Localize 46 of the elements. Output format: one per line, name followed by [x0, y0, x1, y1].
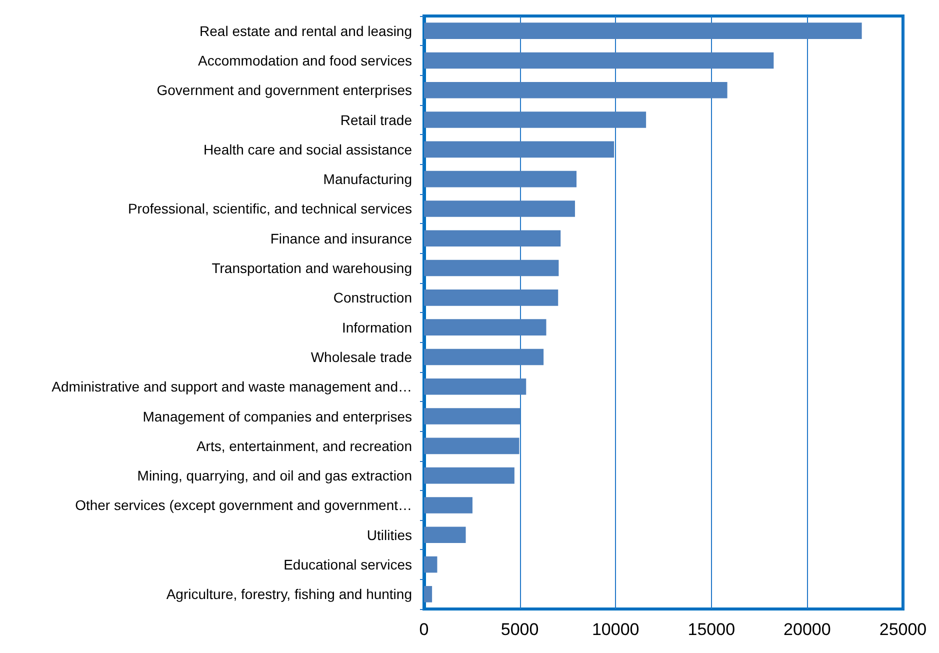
bar	[424, 290, 558, 306]
y-tick-label: Retail trade	[340, 112, 412, 128]
y-tick-label: Agriculture, forestry, fishing and hunting	[166, 586, 412, 602]
y-tick-label: Information	[342, 319, 412, 336]
bar	[424, 438, 520, 454]
y-tick-label: Health care and social assistance	[203, 141, 412, 158]
bar	[424, 170, 577, 188]
y-tick-label: Professional, scientific, and technical services	[128, 200, 412, 217]
y-tick-label: Arts, entertainment, and recreation	[196, 438, 412, 454]
bar	[424, 497, 472, 514]
y-tick-label: Wholesale trade	[310, 348, 412, 365]
bar	[424, 112, 646, 128]
bar	[424, 348, 544, 366]
y-tick-label: Manufacturing	[323, 171, 412, 188]
y-tick-label: Educational services	[284, 556, 412, 573]
bar	[424, 467, 514, 484]
x-tick-label: 20000	[784, 620, 831, 639]
x-tick-label: 5000	[500, 620, 539, 639]
bar	[424, 319, 546, 336]
y-tick-label: Utilities	[366, 526, 412, 543]
bar	[424, 556, 438, 573]
bar	[424, 526, 466, 544]
y-tick-label: Mining, quarrying, and oil and gas extraction	[137, 468, 412, 484]
bar	[424, 378, 526, 395]
bar	[424, 52, 774, 69]
y-tick-label: Accommodation and food services	[198, 52, 412, 68]
bar	[424, 141, 614, 158]
y-tick-label: Transportation and warehousing	[212, 260, 412, 276]
x-tick-label: 25000	[879, 620, 927, 639]
bar	[424, 200, 575, 217]
y-tick-label: Administrative and support and waste management and…	[52, 378, 412, 395]
x-tick-label: 0	[419, 620, 429, 639]
bar	[424, 260, 559, 276]
bar	[424, 230, 561, 247]
y-tick-label: Other services (except government and government…	[75, 497, 412, 514]
x-tick-label: 15000	[688, 620, 736, 639]
y-tick-label: Finance and insurance	[270, 230, 412, 246]
bar	[424, 82, 728, 98]
bar	[424, 586, 432, 602]
bar	[424, 22, 862, 39]
y-tick-label: Management of companies and enterprises	[142, 408, 412, 424]
y-tick-label: Construction	[333, 290, 412, 306]
y-tick-label: Real estate and rental and leasing	[200, 22, 412, 39]
y-tick-label: Government and government enterprises	[156, 82, 412, 98]
x-tick-label: 10000	[592, 620, 640, 639]
bar	[424, 408, 520, 424]
